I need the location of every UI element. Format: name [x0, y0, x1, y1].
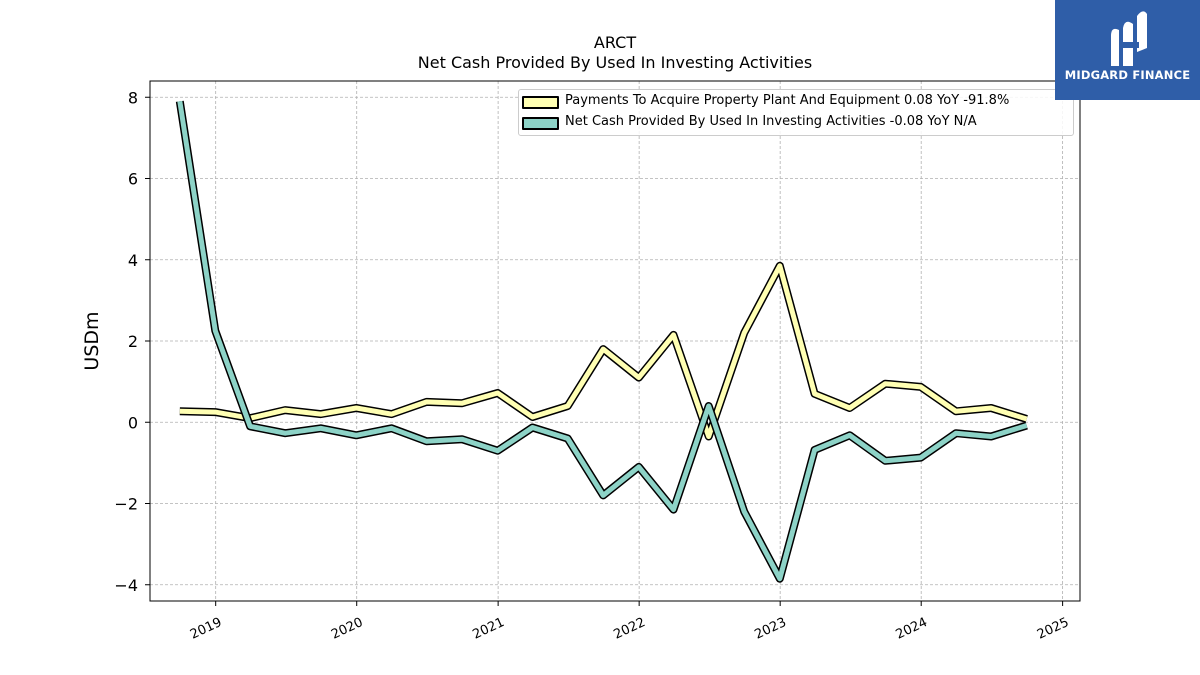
x-tick-label: 2023	[753, 615, 789, 643]
chart-title: ARCT	[593, 33, 637, 52]
y-tick-label: −4	[114, 576, 138, 595]
y-tick-label: 4	[128, 251, 138, 270]
x-tick-label: 2024	[894, 615, 930, 643]
x-tick-label: 2025	[1035, 615, 1071, 643]
midgard-logo-icon	[1111, 11, 1147, 66]
chart-subtitle: Net Cash Provided By Used In Investing A…	[417, 53, 813, 72]
y-tick-label: 0	[128, 413, 138, 432]
series-line-0	[179, 263, 1028, 439]
legend-swatch-ppe	[522, 96, 559, 109]
x-tick-label: 2021	[470, 615, 506, 643]
series-line-1	[177, 100, 1028, 582]
grid-lines	[150, 81, 1080, 601]
y-tick-label: 2	[128, 332, 138, 351]
y-tick-label: 6	[128, 170, 138, 189]
x-tick-label: 2022	[612, 615, 648, 643]
y-tick-label: 8	[128, 88, 138, 107]
x-tick-label: 2019	[188, 615, 224, 643]
midgard-finance-logo: MIDGARD FINANCE	[1055, 0, 1200, 100]
legend: Payments To Acquire Property Plant And E…	[518, 89, 1074, 136]
series-lines	[175, 100, 1028, 583]
logo-text: MIDGARD FINANCE	[1064, 68, 1191, 82]
y-tick-label: −2	[114, 495, 138, 514]
series-outline-1	[175, 100, 1028, 583]
x-tick-label: 2020	[329, 615, 365, 643]
legend-swatch-net-cash	[522, 117, 559, 130]
y-axis-label: USDm	[81, 311, 103, 370]
legend-label-net-cash: Net Cash Provided By Used In Investing A…	[565, 114, 977, 129]
legend-label-ppe: Payments To Acquire Property Plant And E…	[565, 93, 1010, 108]
